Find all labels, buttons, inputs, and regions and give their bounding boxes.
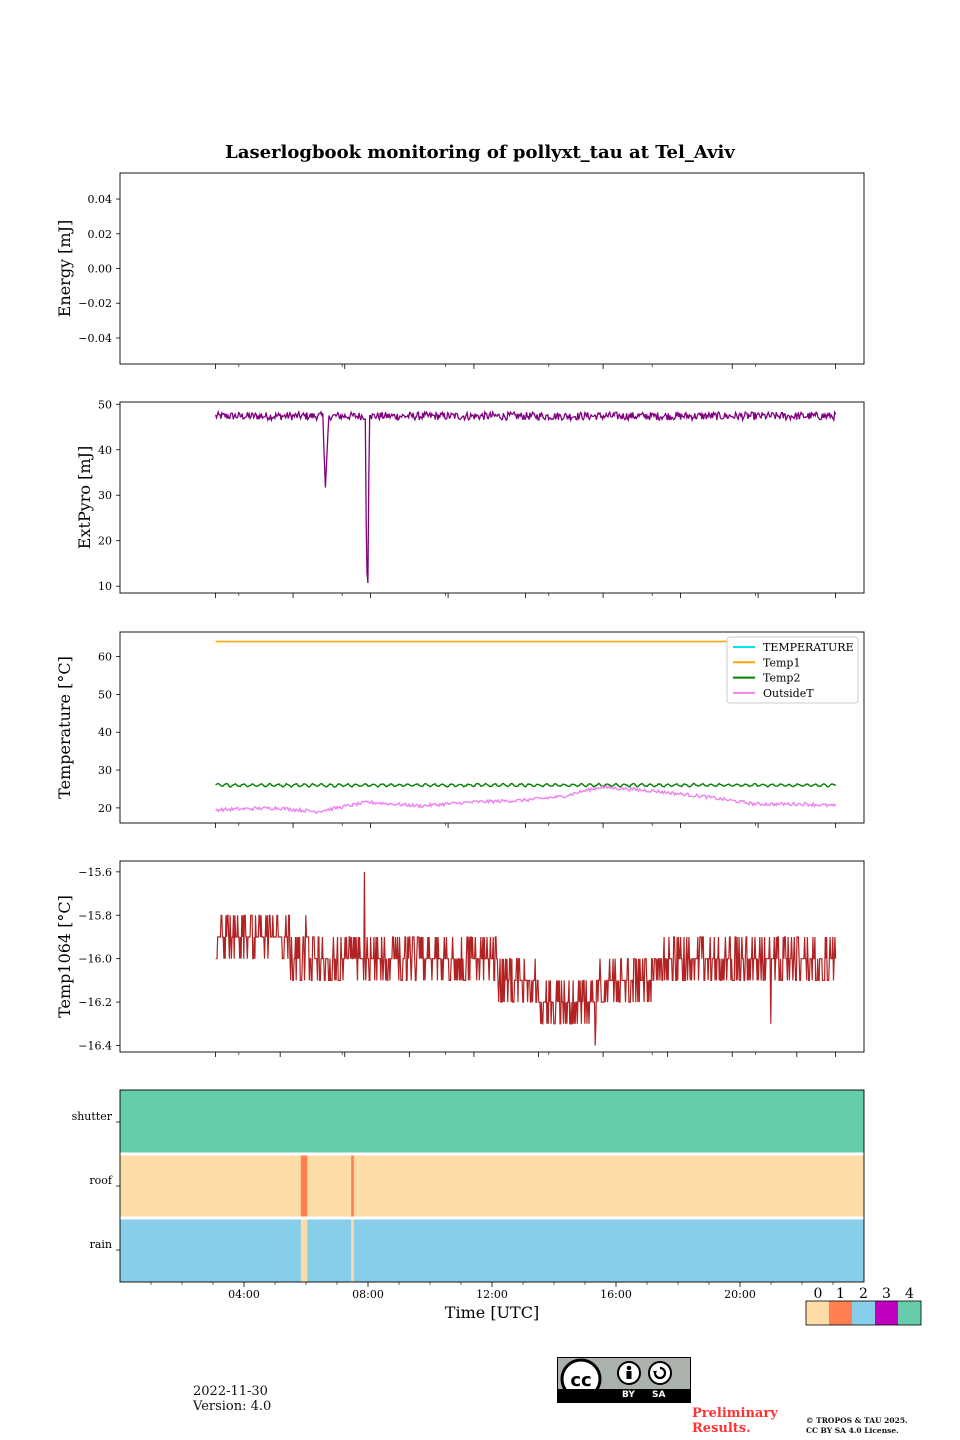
y-tick-label: 30 <box>98 489 112 502</box>
y-tick-label: −15.6 <box>78 866 112 879</box>
status-segment-roof <box>351 1154 354 1218</box>
colorbar-label: 3 <box>882 1286 891 1302</box>
status-row-label: roof <box>89 1174 113 1187</box>
colorbar-cell <box>806 1301 829 1325</box>
y-axis-label: Temp1064 [°C] <box>55 895 74 1018</box>
series-line-temp2 <box>215 782 837 788</box>
copyright-line-1: © TROPOS & TAU 2025. <box>806 1416 908 1425</box>
legend-label-temp1: Temp1 <box>763 656 800 669</box>
temperature-axes <box>119 631 865 824</box>
svg-text:cc: cc <box>570 1370 591 1391</box>
colorbar-cell <box>829 1301 852 1325</box>
cc-by-label: BY <box>622 1390 635 1400</box>
version-label: Version: 4.0 <box>193 1399 272 1414</box>
copyright-line-2: CC BY SA 4.0 License. <box>806 1426 899 1435</box>
status-segment-rain <box>300 1218 308 1282</box>
temp1064-series-line <box>215 871 837 1046</box>
date-label: 2022-11-30 <box>193 1384 268 1399</box>
attribution-person-icon <box>617 1361 641 1385</box>
copyright-note: © TROPOS & TAU 2025. CC BY SA 4.0 Licens… <box>806 1416 908 1436</box>
y-tick-label: 50 <box>98 398 112 411</box>
extpyro-series-line <box>214 409 837 584</box>
legend-label-outsidet: OutsideT <box>763 687 814 700</box>
colorbar-label: 0 <box>814 1286 823 1302</box>
preliminary-note: Preliminary Results. <box>692 1406 778 1436</box>
temp1064-axes <box>119 860 865 1053</box>
status-segment-roof <box>300 1154 308 1218</box>
preliminary-line-2: Results. <box>692 1421 751 1436</box>
energy-axes <box>119 172 865 365</box>
share-alike-icon <box>648 1361 672 1385</box>
figure-title: Laserlogbook monitoring of pollyxt_tau a… <box>225 142 735 163</box>
y-tick-label: 20 <box>98 802 112 815</box>
x-tick-label: 20:00 <box>724 1288 756 1301</box>
y-tick-label: 0.04 <box>88 193 113 206</box>
legend-label-temp2: Temp2 <box>763 672 800 685</box>
status-row-shutter <box>120 1090 864 1154</box>
y-tick-label: −16.4 <box>78 1039 112 1052</box>
cc-sa-label: SA <box>652 1390 666 1400</box>
y-tick-label: 0.02 <box>88 228 113 241</box>
colorbar-cell <box>898 1301 921 1325</box>
colorbar-cell <box>875 1301 898 1325</box>
y-axis-label: Energy [mJ] <box>55 220 74 318</box>
y-tick-label: 20 <box>98 535 112 548</box>
x-tick-label: 16:00 <box>600 1288 632 1301</box>
y-axis-label: ExtPyro [mJ] <box>75 446 94 549</box>
temperature-legend: TEMPERATURE Temp1 Temp2 OutsideT <box>726 636 859 704</box>
preliminary-line-1: Preliminary <box>692 1406 778 1421</box>
status-row-label: shutter <box>72 1110 113 1123</box>
y-axis-label: Temperature [°C] <box>55 656 74 799</box>
status-row-label: rain <box>90 1238 112 1251</box>
y-tick-label: 50 <box>98 688 112 701</box>
y-tick-label: 60 <box>98 651 112 664</box>
status-row-roof <box>120 1154 864 1218</box>
footer-date-block: 2022-11-30 Version: 4.0 <box>193 1384 271 1414</box>
legend-label-temperature: TEMPERATURE <box>763 641 854 654</box>
y-tick-label: 40 <box>98 726 112 739</box>
extpyro-axes <box>119 401 865 594</box>
colorbar-label: 4 <box>905 1286 914 1302</box>
y-tick-label: 30 <box>98 764 112 777</box>
y-tick-label: 40 <box>98 444 112 457</box>
y-tick-label: −16.0 <box>78 953 112 966</box>
legend-box <box>726 636 859 704</box>
x-tick-label: 04:00 <box>228 1288 260 1301</box>
series-line-outsidet <box>215 784 837 815</box>
colorbar-label: 1 <box>836 1286 845 1302</box>
x-tick-label: 12:00 <box>476 1288 508 1301</box>
status-segment-rain <box>351 1218 354 1282</box>
x-axis-label: Time [UTC] <box>445 1303 539 1322</box>
y-tick-label: 0.00 <box>88 263 113 276</box>
cc-license-badge[interactable]: cc BY SA <box>557 1357 691 1403</box>
y-tick-label: −16.2 <box>78 996 112 1009</box>
y-tick-label: −0.04 <box>78 332 112 345</box>
y-tick-label: −15.8 <box>78 909 112 922</box>
y-tick-label: −0.02 <box>78 297 112 310</box>
colorbar-label: 2 <box>859 1286 868 1302</box>
x-tick-label: 08:00 <box>352 1288 384 1301</box>
cc-band: BY SA <box>558 1389 690 1402</box>
status-row-rain <box>120 1218 864 1282</box>
y-tick-label: 10 <box>98 580 112 593</box>
colorbar-frame <box>805 1300 922 1326</box>
colorbar-cell <box>852 1301 875 1325</box>
